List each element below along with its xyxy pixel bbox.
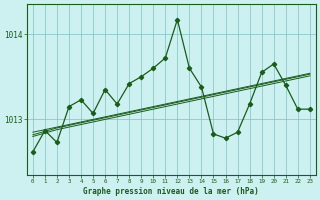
X-axis label: Graphe pression niveau de la mer (hPa): Graphe pression niveau de la mer (hPa) <box>84 187 259 196</box>
